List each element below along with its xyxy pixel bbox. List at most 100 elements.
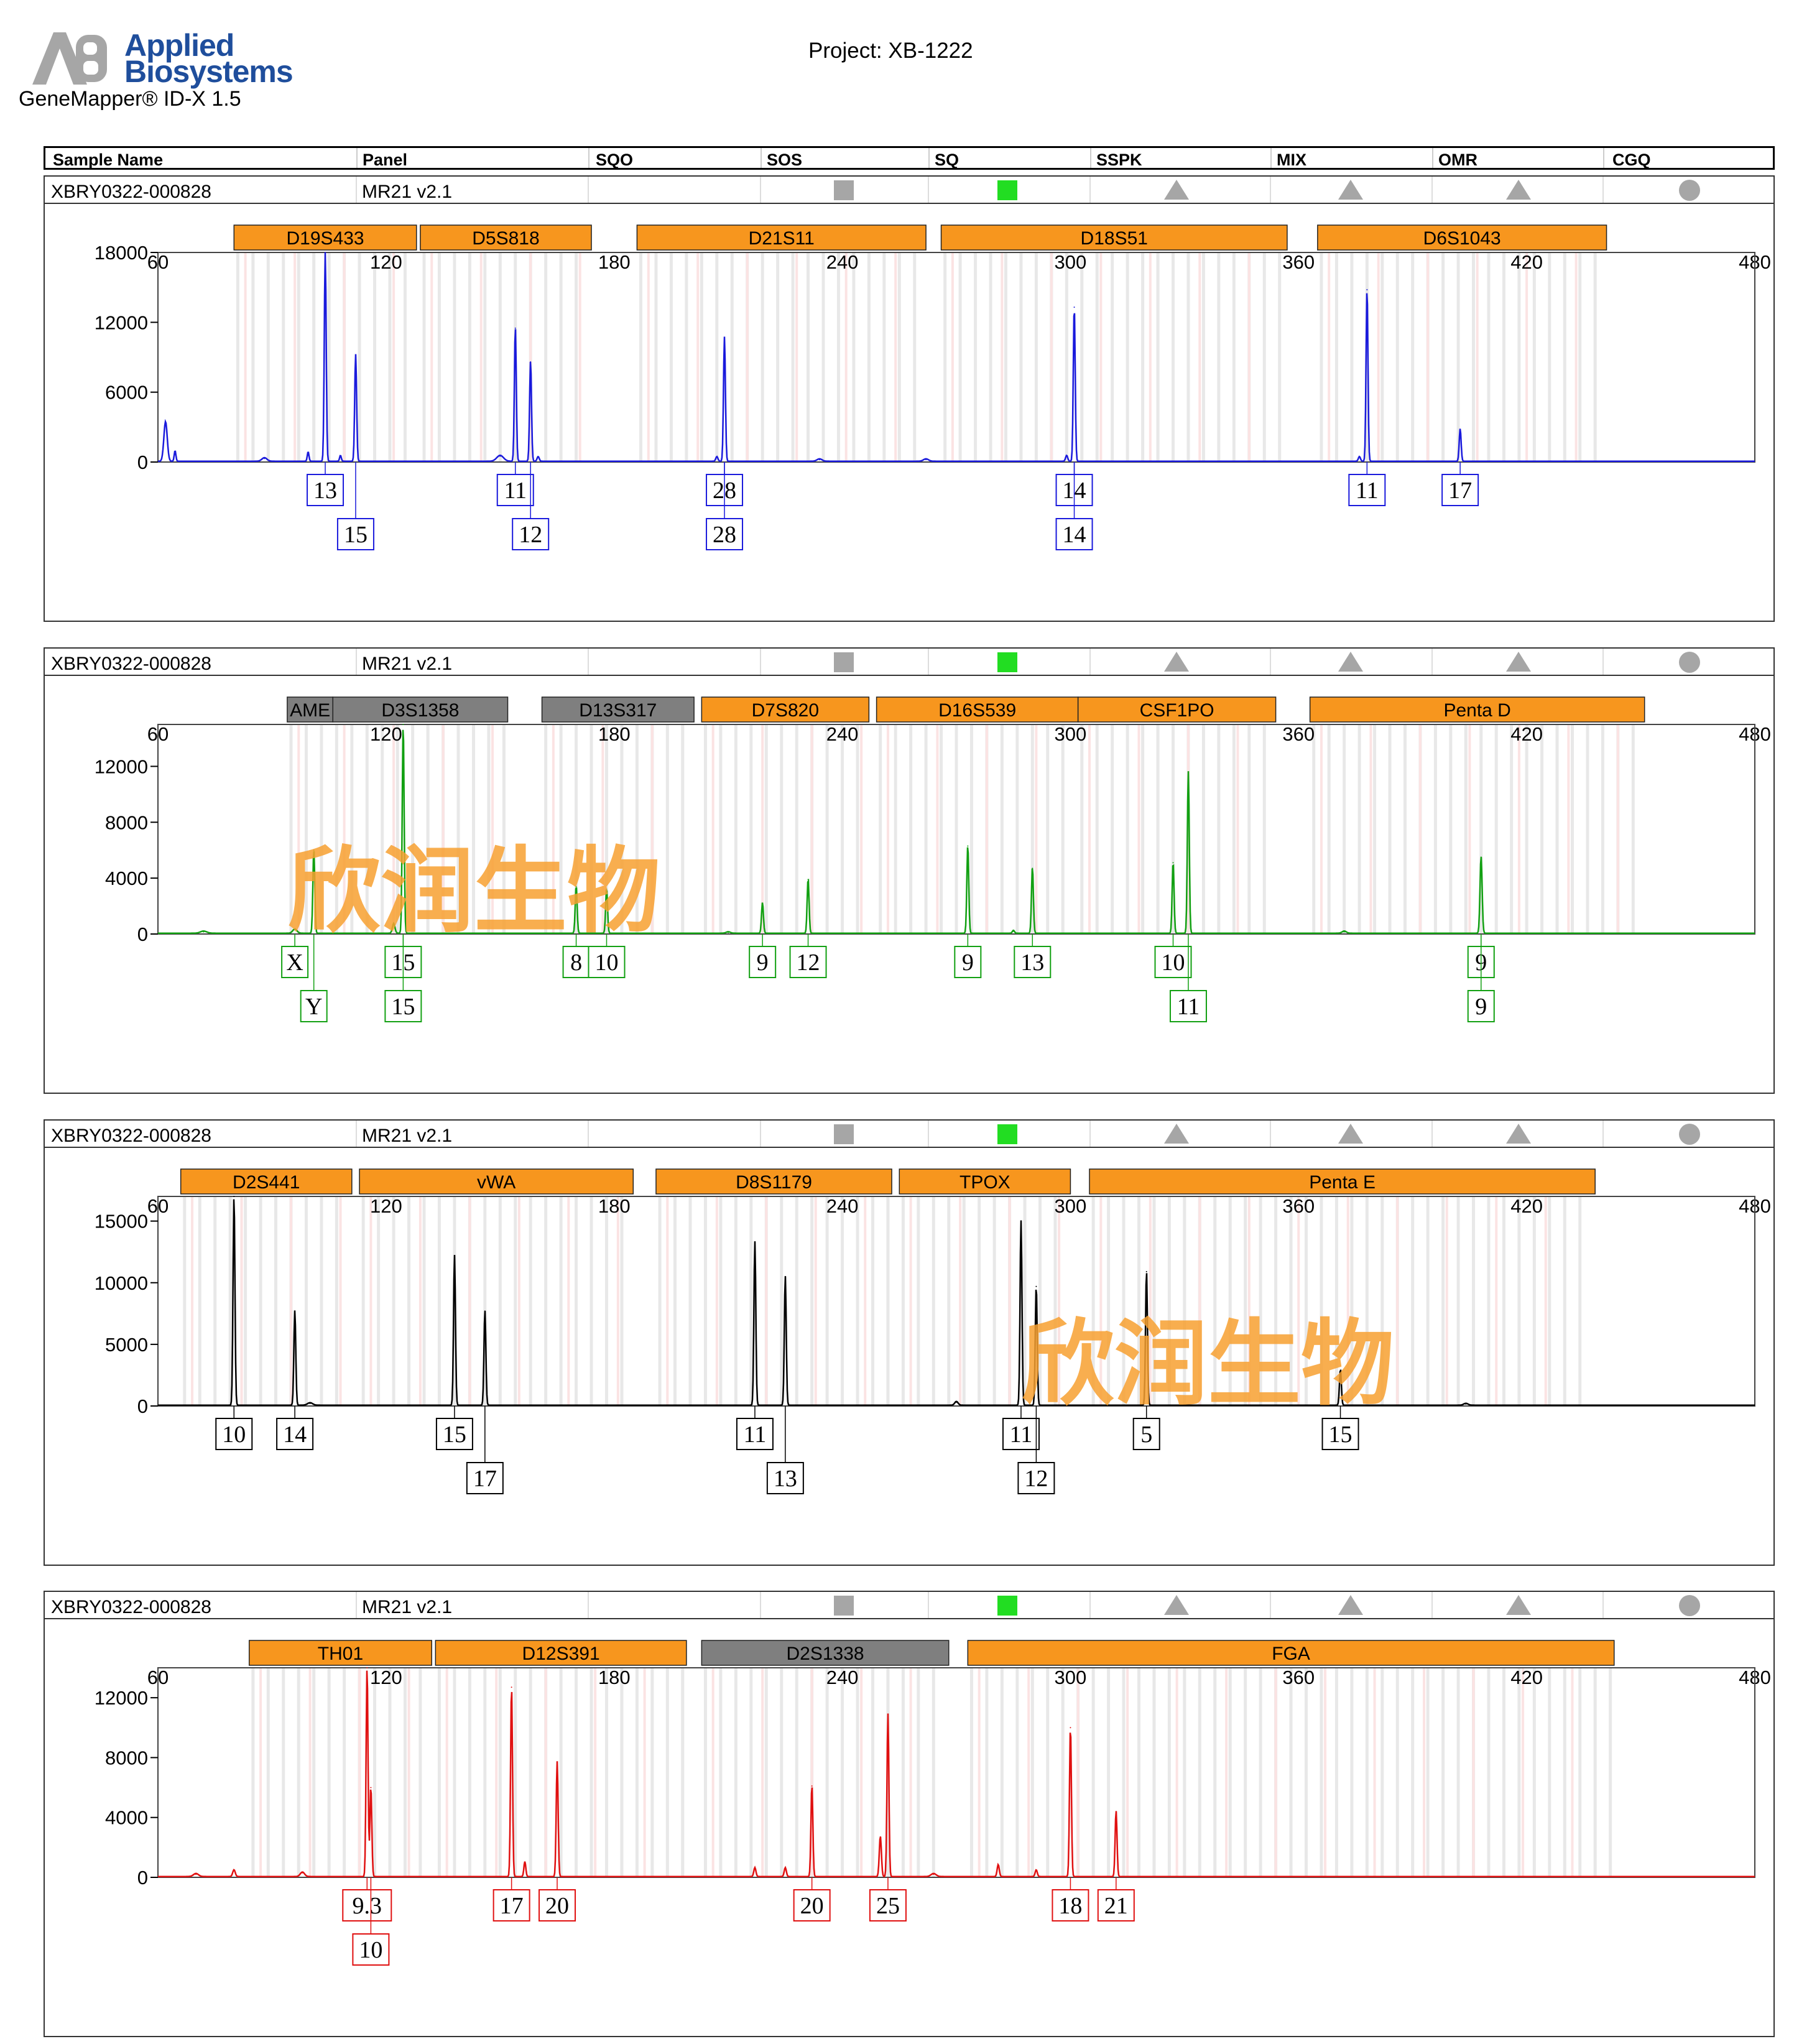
gray-circle-icon[interactable] (1679, 180, 1700, 201)
marker-D12S391[interactable]: D12S391 (435, 1640, 687, 1666)
panel-name: MR21 v2.1 (362, 1597, 453, 1617)
marker-D2S441[interactable]: D2S441 (180, 1168, 353, 1195)
allele-call[interactable]: 14 (276, 1406, 314, 1450)
gray-triangle-icon[interactable] (1164, 1124, 1189, 1144)
green-square-icon[interactable] (997, 1124, 1017, 1144)
allele-call[interactable]: 9 (749, 934, 777, 978)
marker-vWA[interactable]: vWA (359, 1168, 634, 1195)
allele-call[interactable]: 10 (588, 934, 626, 978)
allele-call[interactable]: 15 (435, 1406, 473, 1450)
gray-triangle-icon[interactable] (1338, 652, 1363, 672)
marker-D8S1179[interactable]: D8S1179 (655, 1168, 892, 1195)
allele-call[interactable]: 11 (1169, 934, 1207, 1022)
marker-D7S820[interactable]: D7S820 (701, 696, 870, 723)
allele-call[interactable]: 20 (793, 1877, 831, 1921)
marker-Penta E[interactable]: Penta E (1089, 1168, 1596, 1195)
gray-triangle-icon[interactable] (1506, 1595, 1531, 1615)
marker-D18S51[interactable]: D18S51 (940, 224, 1288, 251)
allele-call[interactable]: 17 (466, 1406, 504, 1494)
gray-circle-icon[interactable] (1679, 652, 1700, 673)
allele-call[interactable]: 12 (789, 934, 827, 978)
allele-call[interactable]: 25 (869, 1877, 907, 1921)
allele-call[interactable]: 14 (1055, 462, 1093, 550)
allele-call[interactable]: 9 (1467, 934, 1495, 1022)
allele-call[interactable]: 10 (215, 1406, 253, 1450)
gray-triangle-icon[interactable] (1164, 652, 1189, 672)
marker-D13S317[interactable]: D13S317 (541, 696, 695, 723)
allele-call[interactable]: 10 (1154, 934, 1192, 978)
allele-call[interactable]: 11 (736, 1406, 774, 1450)
marker-Penta D[interactable]: Penta D (1309, 696, 1645, 723)
gray-triangle-icon[interactable] (1164, 180, 1189, 200)
y-tick-label: 18000 (95, 242, 148, 264)
allele-call[interactable]: 5 (1132, 1406, 1160, 1450)
allele-call[interactable]: 12 (1017, 1406, 1055, 1494)
allele-call[interactable]: 15 (336, 462, 374, 550)
allele-call[interactable]: 11 (1348, 462, 1386, 506)
marker-bar (876, 696, 1079, 723)
green-square-icon[interactable] (997, 180, 1017, 200)
allele-call[interactable]: 21 (1097, 1877, 1135, 1921)
marker-D2S1338[interactable]: D2S1338 (701, 1640, 950, 1666)
gray-triangle-icon[interactable] (1506, 1124, 1531, 1144)
electropherogram-green[interactable]: AME D3S1358 D13S317 D7S820 D16S539 CSF1PO Pent… (45, 676, 1773, 1093)
sample-info-row[interactable]: XBRY0322-000828 MR21 v2.1 (45, 1592, 1773, 1619)
green-square-icon[interactable] (997, 1596, 1017, 1616)
marker-D3S1358[interactable]: D3S1358 (332, 696, 509, 723)
gray-triangle-icon[interactable] (1338, 1124, 1363, 1144)
allele-call[interactable]: 10 (352, 1877, 390, 1966)
allele-call[interactable]: 15 (384, 934, 422, 1022)
allele-call[interactable]: 20 (539, 1877, 576, 1921)
allele-call[interactable]: X (281, 934, 309, 978)
allele-label: 14 (1063, 522, 1086, 548)
gray-triangle-icon[interactable] (1338, 180, 1363, 200)
marker-AME[interactable]: AME (287, 696, 334, 723)
gray-square-icon[interactable] (834, 652, 854, 672)
allele-label: 15 (344, 522, 368, 548)
marker-CSF1PO[interactable]: CSF1PO (1077, 696, 1277, 723)
marker-TPOX[interactable]: TPOX (899, 1168, 1071, 1195)
marker-D19S433[interactable]: D19S433 (233, 224, 417, 251)
sample-info-row[interactable]: XBRY0322-000828 MR21 v2.1 (45, 1121, 1773, 1148)
allele-call[interactable]: 11 (496, 462, 534, 506)
allele-call[interactable]: Y (300, 934, 328, 1022)
gray-triangle-icon[interactable] (1506, 652, 1531, 672)
gray-square-icon[interactable] (834, 1596, 854, 1616)
green-square-icon[interactable] (997, 652, 1017, 672)
sample-info-row[interactable]: XBRY0322-000828 MR21 v2.1 (45, 177, 1773, 204)
marker-bar (180, 1168, 353, 1195)
gray-triangle-icon[interactable] (1164, 1595, 1189, 1615)
allele-call[interactable]: 9 (954, 934, 982, 978)
gray-triangle-icon[interactable] (1506, 180, 1531, 200)
allele-call[interactable]: 18 (1052, 1877, 1089, 1921)
panel-name: MR21 v2.1 (362, 182, 453, 202)
allele-call[interactable]: 13 (307, 462, 344, 506)
allele-box (1017, 1462, 1055, 1494)
gray-square-icon[interactable] (834, 180, 854, 200)
gray-square-icon[interactable] (834, 1124, 854, 1144)
sample-info-row[interactable]: XBRY0322-000828 MR21 v2.1 (45, 649, 1773, 676)
marker-D6S1043[interactable]: D6S1043 (1317, 224, 1607, 251)
allele-call[interactable]: 17 (492, 1877, 530, 1921)
gray-circle-icon[interactable] (1679, 1124, 1700, 1145)
allele-box (512, 518, 550, 550)
marker-TH01[interactable]: TH01 (248, 1640, 432, 1666)
allele-call[interactable]: 13 (766, 1406, 804, 1494)
electropherogram-black[interactable]: D2S441 vWA D8S1179 TPOX Penta E60 120 180 240 30… (45, 1148, 1773, 1565)
allele-call[interactable]: 8 (562, 934, 590, 978)
allele-call[interactable]: 28 (706, 462, 744, 550)
allele-call[interactable]: 9.3 (342, 1877, 392, 1921)
allele-call[interactable]: 13 (1014, 934, 1052, 978)
marker-FGA[interactable]: FGA (967, 1640, 1615, 1666)
marker-D16S539[interactable]: D16S539 (876, 696, 1079, 723)
gray-circle-icon[interactable] (1679, 1595, 1700, 1616)
allele-call[interactable]: 12 (512, 462, 550, 550)
allele-call[interactable]: 11 (1002, 1406, 1040, 1450)
allele-call[interactable]: 17 (1441, 462, 1479, 506)
allele-call[interactable]: 15 (1321, 1406, 1359, 1450)
marker-D5S818[interactable]: D5S818 (420, 224, 592, 251)
marker-D21S11[interactable]: D21S11 (636, 224, 927, 251)
gray-triangle-icon[interactable] (1338, 1595, 1363, 1615)
